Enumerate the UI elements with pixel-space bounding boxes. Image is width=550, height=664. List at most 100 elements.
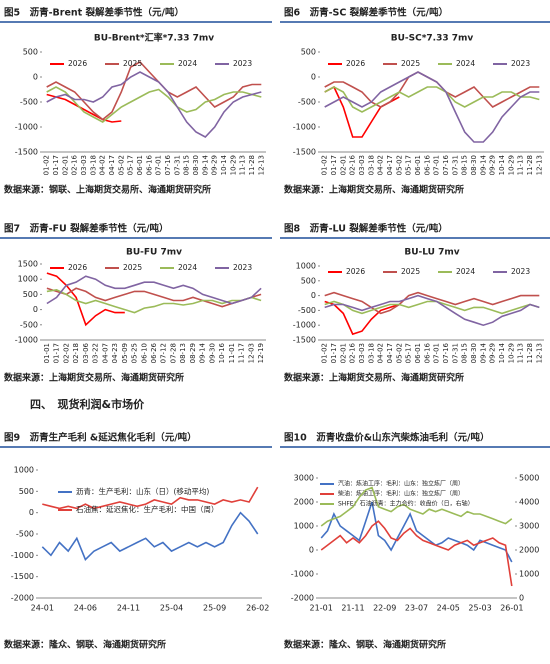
figure-caption: 图6 沥青-SC 裂解差季节性（元/吨） bbox=[284, 7, 448, 19]
x-tick-label: 02-16 bbox=[349, 154, 357, 175]
legend-label: 2025 bbox=[123, 59, 142, 68]
section-heading: 四、 现货利润&市场价 bbox=[30, 397, 145, 411]
source-note: 数据来源：隆众、钢联、海通期货研究所 bbox=[4, 639, 166, 651]
x-tick-label: 08-30 bbox=[192, 155, 200, 175]
x-tick-label: 10-29 bbox=[507, 155, 515, 175]
series-line bbox=[320, 501, 513, 563]
x-tick-label: 08-30 bbox=[470, 343, 478, 363]
x-tick-label: 06-16 bbox=[423, 342, 431, 363]
x-tick-label: 09-14 bbox=[201, 154, 209, 175]
legend-label: 2023 bbox=[511, 267, 530, 276]
legend-label: 2024 bbox=[456, 59, 475, 68]
x-tick-label: 01-02 bbox=[321, 155, 329, 175]
x-tick-label: 05-25 bbox=[131, 343, 139, 363]
x-tick-label: 08-15 bbox=[461, 155, 469, 175]
legend-label: 2023 bbox=[511, 59, 530, 68]
x-tick-label: 02-01 bbox=[61, 155, 69, 175]
series-line bbox=[324, 86, 540, 113]
x-tick-label: 12-19 bbox=[257, 343, 265, 363]
x-tick-label: 08-30 bbox=[470, 155, 478, 175]
series-line bbox=[46, 61, 262, 121]
x-tick-label: 01-02 bbox=[321, 343, 329, 363]
x-tick-label: 01-17 bbox=[330, 155, 338, 175]
x-tick-label: 09-29 bbox=[489, 155, 497, 175]
x-tick-label: 10-14 bbox=[220, 154, 228, 175]
x-tick-label: 08-15 bbox=[183, 155, 191, 175]
x-tick-label: 04-02 bbox=[99, 155, 107, 175]
y-tick-label: 500 bbox=[23, 290, 38, 299]
y-tick-label: 3000 bbox=[294, 474, 314, 483]
x-tick-label: 25-04 bbox=[160, 604, 183, 613]
legend-label: 2025 bbox=[401, 59, 420, 68]
series-line bbox=[320, 486, 513, 527]
y-tick-label: 1000 bbox=[296, 262, 316, 271]
y2-tick-label: 3000 bbox=[519, 522, 539, 531]
y-tick-label: -1000 bbox=[293, 321, 316, 330]
x-tick-label: 03-18 bbox=[367, 343, 375, 363]
legend-label: 2023 bbox=[233, 263, 252, 272]
y-tick-label: -500 bbox=[298, 306, 316, 315]
x-tick-label: 02-16 bbox=[71, 154, 79, 175]
y2-tick-label: 5000 bbox=[519, 474, 539, 483]
y-tick-label: 0 bbox=[33, 73, 38, 82]
figure-caption: 图8 沥青-LU 裂解差季节性（元/吨） bbox=[284, 223, 448, 235]
x-tick-label: 11-17 bbox=[238, 343, 246, 363]
y2-tick-label: 2000 bbox=[519, 546, 539, 555]
series-line bbox=[46, 275, 262, 305]
x-tick-label: 11-13 bbox=[517, 155, 525, 175]
x-tick-label: 10-29 bbox=[229, 155, 237, 175]
x-tick-label: 11-28 bbox=[248, 155, 256, 175]
x-tick-label: 01-17 bbox=[330, 343, 338, 363]
series-line bbox=[42, 486, 259, 510]
x-tick-label: 05-02 bbox=[117, 155, 125, 175]
x-tick-label: 21-01 bbox=[310, 604, 333, 613]
x-tick-label: 09-30 bbox=[208, 343, 216, 363]
x-tick-label: 07-01 bbox=[433, 155, 441, 175]
y-tick-label: -1000 bbox=[15, 336, 38, 345]
figure-caption: 图7 沥青-FU 裂解差季节性（元/吨） bbox=[4, 223, 169, 235]
source-note: 数据来源：上海期货交易所、海通期货研究所 bbox=[284, 184, 464, 196]
x-tick-label: 06-16 bbox=[145, 154, 153, 175]
x-tick-label: 11-13 bbox=[239, 155, 247, 175]
source-note: 数据来源：钢联、上海期货交易所、海通期货研究所 bbox=[4, 184, 211, 196]
x-tick-label: 05-17 bbox=[127, 155, 135, 175]
x-tick-label: 25-09 bbox=[203, 604, 226, 613]
y-tick-label: 1000 bbox=[18, 275, 38, 284]
y-tick-label: 500 bbox=[301, 276, 316, 285]
series-line bbox=[46, 93, 122, 123]
figure-caption: 图10 沥青收盘价&山东汽柴炼油毛利（元/吨） bbox=[284, 432, 489, 444]
x-tick-label: 03-18 bbox=[89, 155, 97, 175]
x-tick-label: 04-07 bbox=[101, 343, 109, 363]
legend-label: 石油焦：延迟焦化：生产毛利：中国（周） bbox=[76, 504, 219, 514]
x-tick-label: 02-02 bbox=[62, 343, 70, 363]
x-tick-label: 11-28 bbox=[526, 343, 534, 363]
x-tick-label: 01-02 bbox=[43, 155, 51, 175]
y-tick-label: -1000 bbox=[15, 123, 38, 132]
legend-label: SHFE：石油沥青：主力合约：收盘价（日，右轴） bbox=[338, 500, 474, 508]
series-line bbox=[324, 300, 540, 315]
source-note: 数据来源：隆众、钢联、海通期货研究所 bbox=[284, 639, 446, 651]
x-tick-label: 09-29 bbox=[489, 343, 497, 363]
x-tick-label: 03-18 bbox=[367, 155, 375, 175]
y-tick-label: 500 bbox=[23, 48, 38, 57]
y-tick-label: 0 bbox=[311, 73, 316, 82]
y-tick-label: -1000 bbox=[293, 123, 316, 132]
y-tick-label: 0 bbox=[29, 508, 34, 517]
x-tick-label: 04-23 bbox=[111, 343, 119, 363]
y-tick-label: -500 bbox=[298, 98, 316, 107]
series-line bbox=[320, 520, 513, 587]
chart-title: BU-SC*7.33 7mv bbox=[391, 34, 474, 44]
x-tick-label: 03-22 bbox=[92, 343, 100, 363]
x-tick-label: 09-14 bbox=[199, 342, 207, 363]
x-tick-label: 04-02 bbox=[377, 343, 385, 363]
legend-label: 2025 bbox=[123, 263, 142, 272]
chart-title: BU-Brent*汇率*7.33 7mv bbox=[94, 32, 214, 44]
y-tick-label: 0 bbox=[309, 546, 314, 555]
x-tick-label: 07-12 bbox=[160, 343, 168, 363]
y-tick-label: -1500 bbox=[15, 148, 38, 157]
series-line bbox=[41, 511, 259, 562]
chart-title: BU-LU 7mv bbox=[404, 248, 459, 258]
x-tick-label: 05-02 bbox=[395, 155, 403, 175]
x-tick-label: 02-18 bbox=[72, 343, 80, 363]
